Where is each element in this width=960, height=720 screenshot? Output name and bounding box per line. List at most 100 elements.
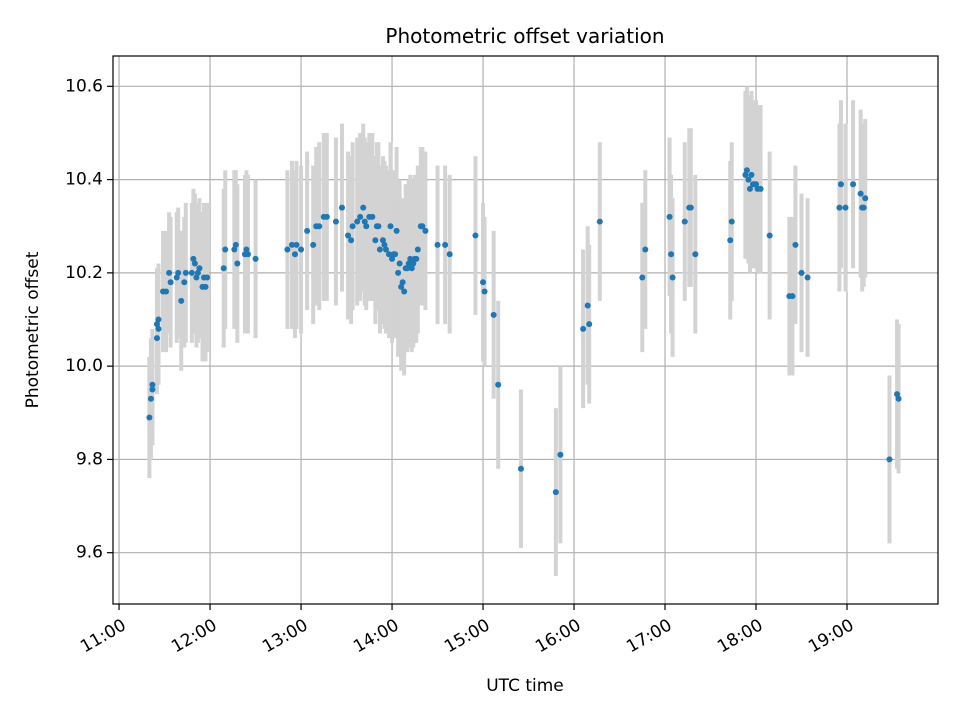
data-point <box>798 269 805 276</box>
data-point <box>291 251 298 258</box>
data-point <box>293 241 300 248</box>
data-point <box>442 241 449 248</box>
data-point <box>642 246 649 253</box>
data-point <box>669 274 676 281</box>
data-point <box>757 185 764 192</box>
plot-frame <box>112 55 939 605</box>
data-point <box>392 251 399 258</box>
data-point <box>173 274 180 281</box>
data-point <box>146 414 153 421</box>
data-point <box>220 265 227 272</box>
data-point <box>234 260 241 267</box>
data-point <box>792 241 799 248</box>
data-point <box>375 223 382 230</box>
y-axis: 9.6 9.8 10.0 10.2 10.4 10.6 <box>65 76 113 563</box>
data-point <box>323 213 330 220</box>
data-point <box>895 395 902 402</box>
data-point <box>194 269 201 276</box>
data-point <box>681 218 688 225</box>
y-tick-label: 10.6 <box>65 76 103 96</box>
data-point <box>396 260 403 267</box>
data-point <box>222 246 229 253</box>
data-point <box>310 241 317 248</box>
data-point <box>178 297 185 304</box>
data-point <box>231 246 238 253</box>
data-point <box>446 251 453 258</box>
data-point <box>860 204 867 211</box>
data-point <box>557 451 564 458</box>
data-point <box>596 218 603 225</box>
data-point <box>692 251 699 258</box>
data-point <box>349 223 356 230</box>
data-point <box>668 251 675 258</box>
data-point <box>357 213 364 220</box>
data-point <box>552 489 559 496</box>
data-point <box>727 237 734 244</box>
data-point <box>742 171 749 178</box>
data-point <box>244 251 251 258</box>
data-point <box>393 227 400 234</box>
data-point <box>490 311 497 318</box>
data-point <box>422 227 429 234</box>
data-point <box>153 335 160 342</box>
data-point <box>419 223 426 230</box>
y-axis-label: Photometric offset <box>23 251 43 408</box>
data-point <box>584 302 591 309</box>
data-point <box>836 204 843 211</box>
data-point <box>147 395 154 402</box>
data-point <box>748 171 755 178</box>
y-tick-label: 9.8 <box>76 449 103 469</box>
data-point <box>376 246 383 253</box>
data-point <box>191 260 198 267</box>
data-point <box>182 269 189 276</box>
data-point <box>288 241 295 248</box>
data-point <box>580 325 587 332</box>
data-point <box>204 274 211 281</box>
data-point <box>480 279 487 286</box>
data-point <box>405 260 412 267</box>
data-point <box>243 246 250 253</box>
y-tick-label: 10.2 <box>65 263 103 283</box>
data-point <box>190 255 197 262</box>
data-point <box>414 246 421 253</box>
data-point <box>837 181 844 188</box>
data-point <box>398 283 405 290</box>
data-point <box>382 246 389 253</box>
data-point <box>894 391 901 398</box>
y-tick-label: 10.0 <box>65 356 103 376</box>
data-point <box>481 288 488 295</box>
data-point <box>202 283 209 290</box>
data-point <box>188 269 195 276</box>
data-point <box>304 227 311 234</box>
data-point <box>639 274 646 281</box>
data-point <box>298 246 305 253</box>
data-point <box>284 246 291 253</box>
data-point <box>434 241 441 248</box>
data-point <box>232 241 239 248</box>
data-point <box>401 288 408 295</box>
data-point <box>862 195 869 202</box>
data-point <box>395 269 402 276</box>
data-point <box>338 204 345 211</box>
data-point <box>155 316 162 323</box>
data-point <box>163 288 170 295</box>
data-point <box>360 204 367 211</box>
data-point <box>745 176 752 183</box>
data-point <box>175 269 182 276</box>
data-point <box>387 223 394 230</box>
data-points <box>146 167 902 496</box>
data-point <box>842 204 849 211</box>
data-point <box>413 255 420 262</box>
data-point <box>149 381 156 388</box>
data-point <box>361 218 368 225</box>
data-point <box>166 269 173 276</box>
data-point <box>495 381 502 388</box>
data-point <box>399 279 406 286</box>
y-tick-label: 10.4 <box>65 170 103 190</box>
data-point <box>149 386 156 393</box>
data-point <box>517 465 524 472</box>
data-point <box>404 265 411 272</box>
data-point <box>389 255 396 262</box>
data-point <box>379 237 386 244</box>
